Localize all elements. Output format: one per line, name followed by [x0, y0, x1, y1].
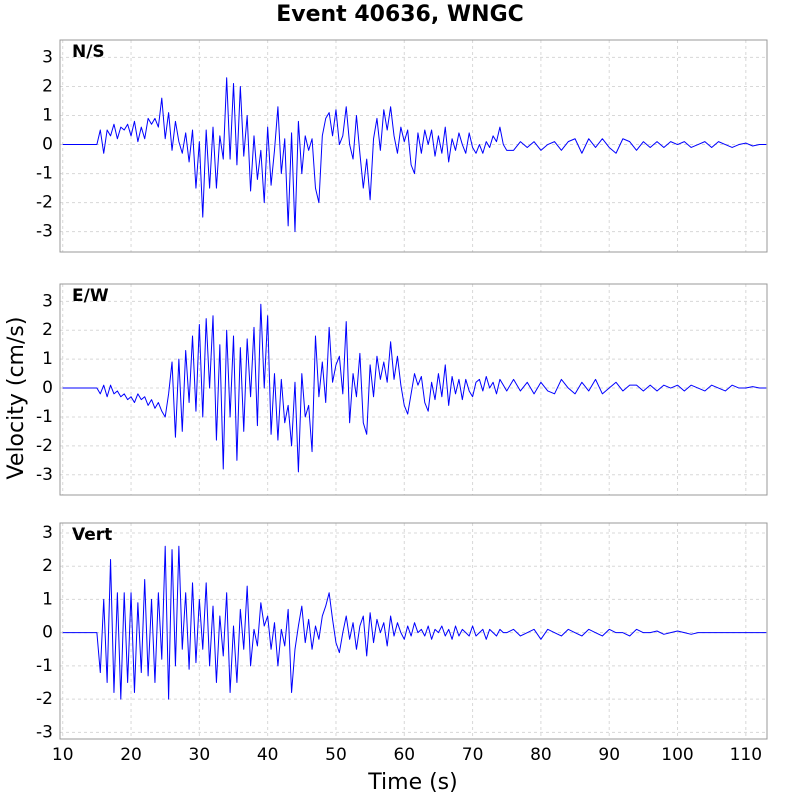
waveform	[62, 77, 767, 233]
x-tick-label: 60	[393, 745, 415, 765]
y-tick-label: -3	[36, 465, 53, 485]
y-tick-label: 1	[42, 106, 53, 126]
x-tick-label: 90	[598, 745, 620, 765]
x-axis-label: Time (s)	[367, 770, 457, 795]
y-tick-label: 0	[42, 623, 53, 643]
y-tick-label: -1	[36, 656, 53, 676]
y-tick-label: 3	[42, 523, 53, 543]
plot-frame	[59, 522, 768, 740]
y-tick-label: 2	[42, 76, 53, 96]
panel-label: Vert	[72, 525, 112, 545]
y-tick-label: -2	[36, 689, 53, 709]
y-tick-label: 3	[42, 47, 53, 67]
panel-label: N/S	[72, 42, 105, 62]
x-tick-label: 70	[462, 745, 484, 765]
x-tick-label: 10	[52, 745, 74, 765]
y-tick-label: -3	[36, 222, 53, 242]
y-tick-label: 0	[42, 135, 53, 155]
y-tick-label: -2	[36, 193, 53, 213]
waveform	[62, 545, 767, 700]
y-tick-label: 1	[42, 589, 53, 609]
y-tick-label: 3	[42, 291, 53, 311]
panel-label: E/W	[72, 286, 109, 306]
x-tick-label: 20	[120, 745, 142, 765]
y-tick-label: -3	[36, 722, 53, 742]
plot-area	[59, 39, 768, 253]
chart-title: Event 40636, WNGC	[276, 2, 524, 27]
y-tick-label: -2	[36, 436, 53, 456]
x-tick-label: 100	[661, 745, 693, 765]
plot-area	[59, 522, 768, 740]
y-tick-label: 2	[42, 556, 53, 576]
y-tick-label: -1	[36, 164, 53, 184]
plot-frame	[59, 283, 768, 496]
y-tick-label: -1	[36, 407, 53, 427]
y-tick-label: 0	[42, 378, 53, 398]
y-tick-label: 2	[42, 320, 53, 340]
x-tick-label: 80	[530, 745, 552, 765]
plot-frame	[59, 39, 768, 253]
y-tick-label: 1	[42, 349, 53, 369]
x-tick-label: 110	[730, 745, 762, 765]
waveform	[62, 303, 767, 473]
plot-area	[59, 283, 768, 496]
x-tick-label: 40	[257, 745, 279, 765]
x-tick-label: 30	[189, 745, 211, 765]
y-axis-label: Velocity (cm/s)	[4, 317, 29, 480]
x-tick-label: 50	[325, 745, 347, 765]
